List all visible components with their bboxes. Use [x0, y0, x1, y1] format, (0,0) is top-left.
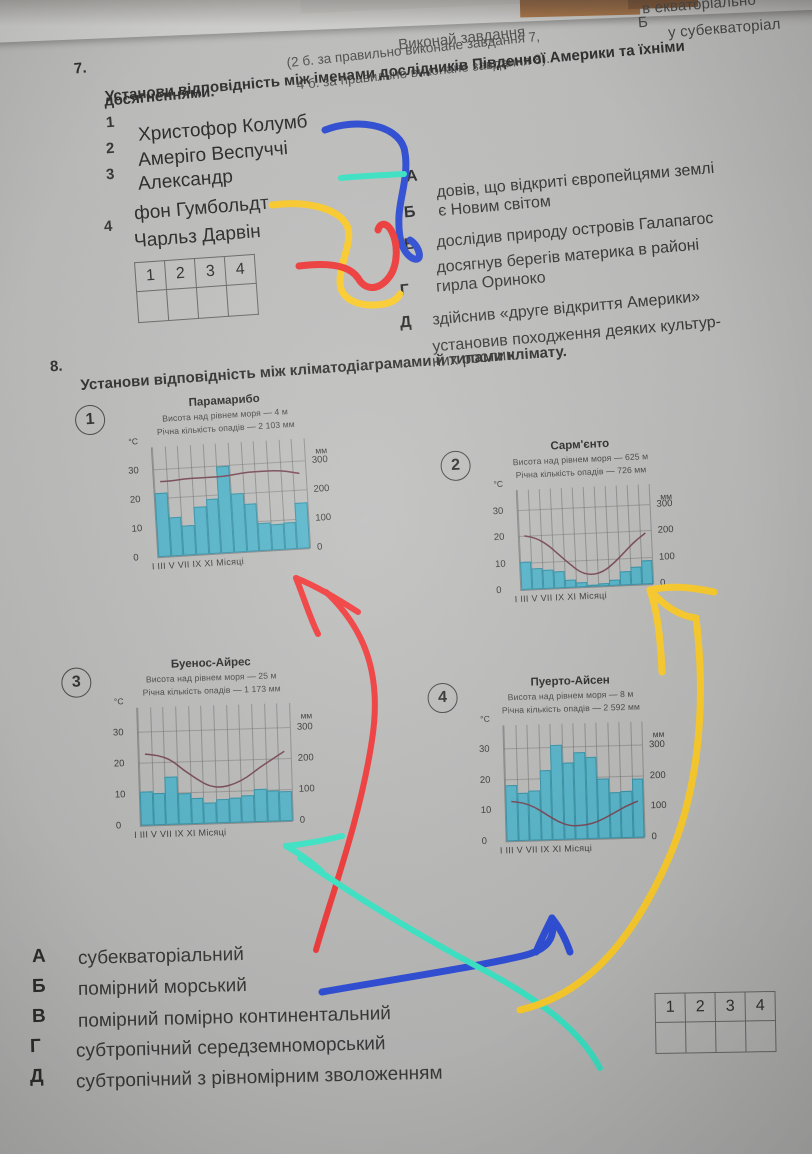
answer-cell-1[interactable] [136, 289, 169, 323]
task8-option-3-letter: Г [29, 1035, 42, 1058]
precip-tick-200: 200 [313, 483, 330, 495]
task7-number: 7. [73, 59, 88, 78]
precip-tick-100: 100 [315, 511, 332, 524]
diagram-number-badge-1: 1 [74, 404, 106, 436]
task7-item-1-num: 2 [105, 139, 116, 158]
task7-item-0-num: 1 [105, 113, 116, 132]
answer-col-header-2: 2 [164, 258, 197, 290]
task8-option-1-letter: Б [31, 975, 46, 998]
temp-tick-30: 30 [127, 465, 140, 477]
temp-tick-10: 10 [494, 558, 506, 570]
page-shadow [0, 0, 812, 26]
precip-tick-200: 200 [649, 769, 666, 782]
climate-diagram-3: 3 Буенос-Айрес Висота над рівнем моря — 25… [59, 654, 330, 876]
diagram-month-axis-1: I III V VII IX XI Місяці [151, 556, 245, 572]
temp-tick-30: 30 [112, 727, 124, 739]
temp-tick-20: 20 [479, 774, 491, 786]
answer-col-header-3: 3 [194, 256, 227, 288]
precip-tick-200: 200 [657, 524, 674, 537]
temperature-curve-3 [144, 750, 285, 788]
task7-option-4-letter: Д [399, 313, 413, 332]
diagram-month-axis-2: I III V VII IX XI Місяці [514, 590, 608, 605]
answer-cell-2[interactable] [685, 1021, 717, 1054]
precip-tick-300: 300 [648, 739, 666, 751]
diagram-month-axis-4: I III V VII IX XI Місяці [499, 842, 593, 856]
diagram-month-axis-3: I III V VII IX XI Місяці [134, 827, 227, 840]
task8-option-4-letter: Д [29, 1065, 44, 1088]
temperature-curve-2 [524, 532, 646, 576]
diagram-temp-axis-label-2: °C [493, 478, 504, 490]
temp-tick-20: 20 [129, 494, 141, 506]
diagram-precip-axis-label-4: мм [652, 728, 665, 740]
answer-col-header-3: 3 [714, 991, 746, 1022]
temp-tick-30: 30 [478, 744, 490, 756]
answer-cell-4[interactable] [745, 1020, 777, 1052]
answer-cell-3[interactable] [196, 285, 229, 319]
precip-tick-100: 100 [658, 550, 676, 563]
task8-number: 8. [49, 357, 64, 376]
diagram-precipitation-total-4: Річна кількість опадів — 2 592 мм [501, 701, 641, 716]
precip-tick-0: 0 [659, 577, 666, 589]
temperature-curve-1 [160, 469, 300, 483]
temperature-curve-4 [511, 800, 639, 827]
temp-tick-20: 20 [493, 532, 505, 544]
precip-tick-0: 0 [316, 541, 323, 553]
diagram-precip-axis-label-3: мм [300, 710, 313, 721]
answer-cell-2[interactable] [166, 287, 199, 321]
diagram-number-badge-4: 4 [427, 682, 459, 714]
diagram-number-badge-2: 2 [439, 450, 472, 482]
diagram-number-badge-3: 3 [60, 667, 92, 699]
diagram-temp-axis-label-3: °C [113, 696, 124, 707]
answer-col-header-4: 4 [744, 991, 776, 1021]
task7-item-2-num: 3 [105, 165, 116, 184]
answer-cell-3[interactable] [715, 1020, 747, 1053]
task7-option-3-letter: Г [399, 281, 410, 300]
climate-diagram-4: 4 Пуерто-Айсен Висота над рівнем моря — 8 … [425, 673, 681, 892]
answer-col-header-4: 4 [224, 254, 257, 286]
task8-option-2-letter: В [31, 1005, 46, 1028]
precip-tick-300: 300 [311, 454, 329, 467]
temp-tick-10: 10 [114, 789, 126, 801]
diagram-plot-area-1 [150, 438, 312, 559]
task7-item-4-num: 4 [103, 217, 114, 236]
task7-option-0-letter: А [405, 167, 419, 186]
precip-tick-0: 0 [299, 814, 306, 826]
task7-option-2-letter: В [403, 235, 417, 254]
diagram-plot-area-4 [502, 721, 646, 843]
temp-tick-10: 10 [480, 805, 492, 817]
task8-option-0-letter: А [31, 945, 46, 968]
temp-tick-20: 20 [113, 758, 125, 770]
temp-tick-10: 10 [131, 523, 143, 535]
temp-tick-0: 0 [115, 820, 122, 832]
answer-cell-4[interactable] [226, 283, 259, 317]
diagram-temp-axis-label-1: °C [128, 436, 139, 447]
diagram-temp-axis-label-4: °C [480, 713, 490, 725]
temp-tick-0: 0 [496, 584, 502, 597]
precip-tick-300: 300 [296, 721, 313, 733]
diagram-plot-area-2 [515, 484, 655, 592]
answer-col-header-1: 1 [654, 993, 686, 1023]
task8-option-0-text: субекваторіальний [77, 943, 245, 970]
answer-col-header-2: 2 [684, 992, 716, 1023]
precip-tick-100: 100 [650, 800, 667, 812]
diagram-plot-area-3 [136, 702, 294, 827]
precip-tick-0: 0 [651, 831, 658, 843]
temp-tick-30: 30 [492, 505, 504, 518]
precip-tick-300: 300 [656, 498, 673, 510]
precip-tick-200: 200 [297, 752, 314, 764]
temp-tick-0: 0 [481, 835, 488, 848]
task7-option-1-letter: Б [403, 203, 417, 222]
temp-tick-0: 0 [133, 552, 139, 564]
climate-diagram-2: 2 Сарм'єнто Висота над рівнем моря — 625 м… [438, 435, 691, 642]
previous-page-option-1-letter: Б [637, 13, 649, 32]
answer-cell-1[interactable] [655, 1022, 687, 1054]
precip-tick-100: 100 [298, 783, 315, 795]
answer-col-header-1: 1 [134, 260, 167, 292]
task8-option-1-text: помірний морський [77, 974, 248, 1001]
